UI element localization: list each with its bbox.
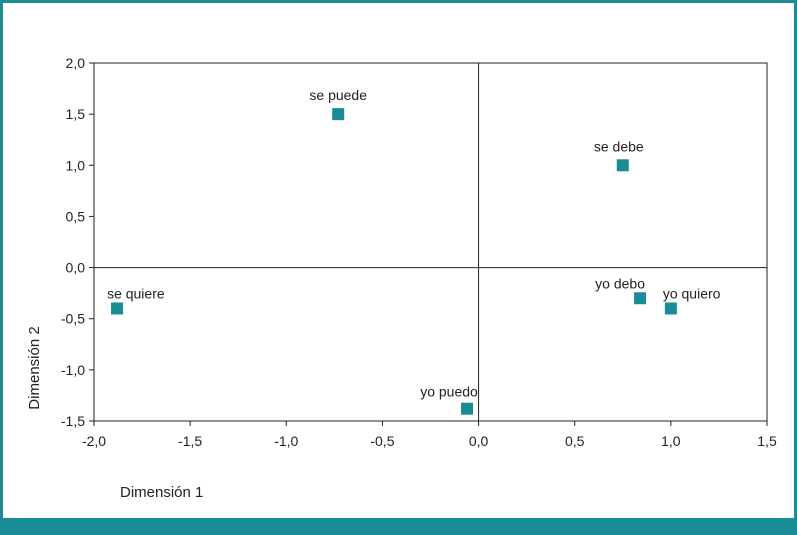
data-point-label: yo puedo	[420, 384, 478, 400]
x-axis-title: Dimensión 1	[120, 484, 203, 501]
data-point-marker	[616, 159, 629, 172]
plot-area	[93, 62, 768, 422]
plot-border	[93, 62, 768, 422]
data-point-label: yo quiero	[663, 285, 721, 301]
data-point-marker	[664, 302, 677, 315]
data-point-marker	[461, 402, 474, 415]
y-tick-label: 0,0	[66, 260, 86, 276]
x-tick-label: -1,0	[274, 433, 298, 449]
y-tick-label: 1,0	[66, 157, 86, 173]
data-points: se puede se debe se quiere yo debo yo quiero…	[107, 87, 721, 415]
x-tick-label: -2,0	[82, 433, 106, 449]
x-tick-label: 0,0	[469, 433, 489, 449]
y-tick-label: 2,0	[66, 55, 86, 71]
x-tick-label: 1,0	[661, 433, 681, 449]
data-point-label: se quiere	[107, 285, 165, 301]
data-point-marker	[634, 292, 647, 305]
data-point-marker	[111, 302, 124, 315]
data-point-label: se puede	[309, 87, 367, 103]
data-point-label: yo debo	[595, 275, 645, 291]
y-axis-title: Dimensión 2	[26, 326, 43, 409]
y-tick-label: 1,5	[66, 106, 86, 122]
bottom-band	[0, 518, 797, 535]
y-axis: 2,0 1,5 1,0 0,5 0,0 -0,5 -1,0 -1,5	[61, 55, 94, 429]
x-tick-label: 0,5	[565, 433, 585, 449]
y-tick-label: -1,5	[61, 413, 85, 429]
x-axis: -2,0 -1,5 -1,0 -0,5 0,0 0,5 1,0 1,5	[82, 421, 777, 449]
y-tick-label: -0,5	[61, 311, 85, 327]
x-tick-label: -0,5	[370, 433, 394, 449]
data-point-marker	[332, 108, 345, 121]
y-tick-label: -1,0	[61, 362, 85, 378]
data-point-label: se debe	[594, 138, 644, 154]
y-tick-label: 0,5	[66, 208, 86, 224]
x-tick-label: 1,5	[757, 433, 777, 449]
x-tick-label: -1,5	[178, 433, 202, 449]
